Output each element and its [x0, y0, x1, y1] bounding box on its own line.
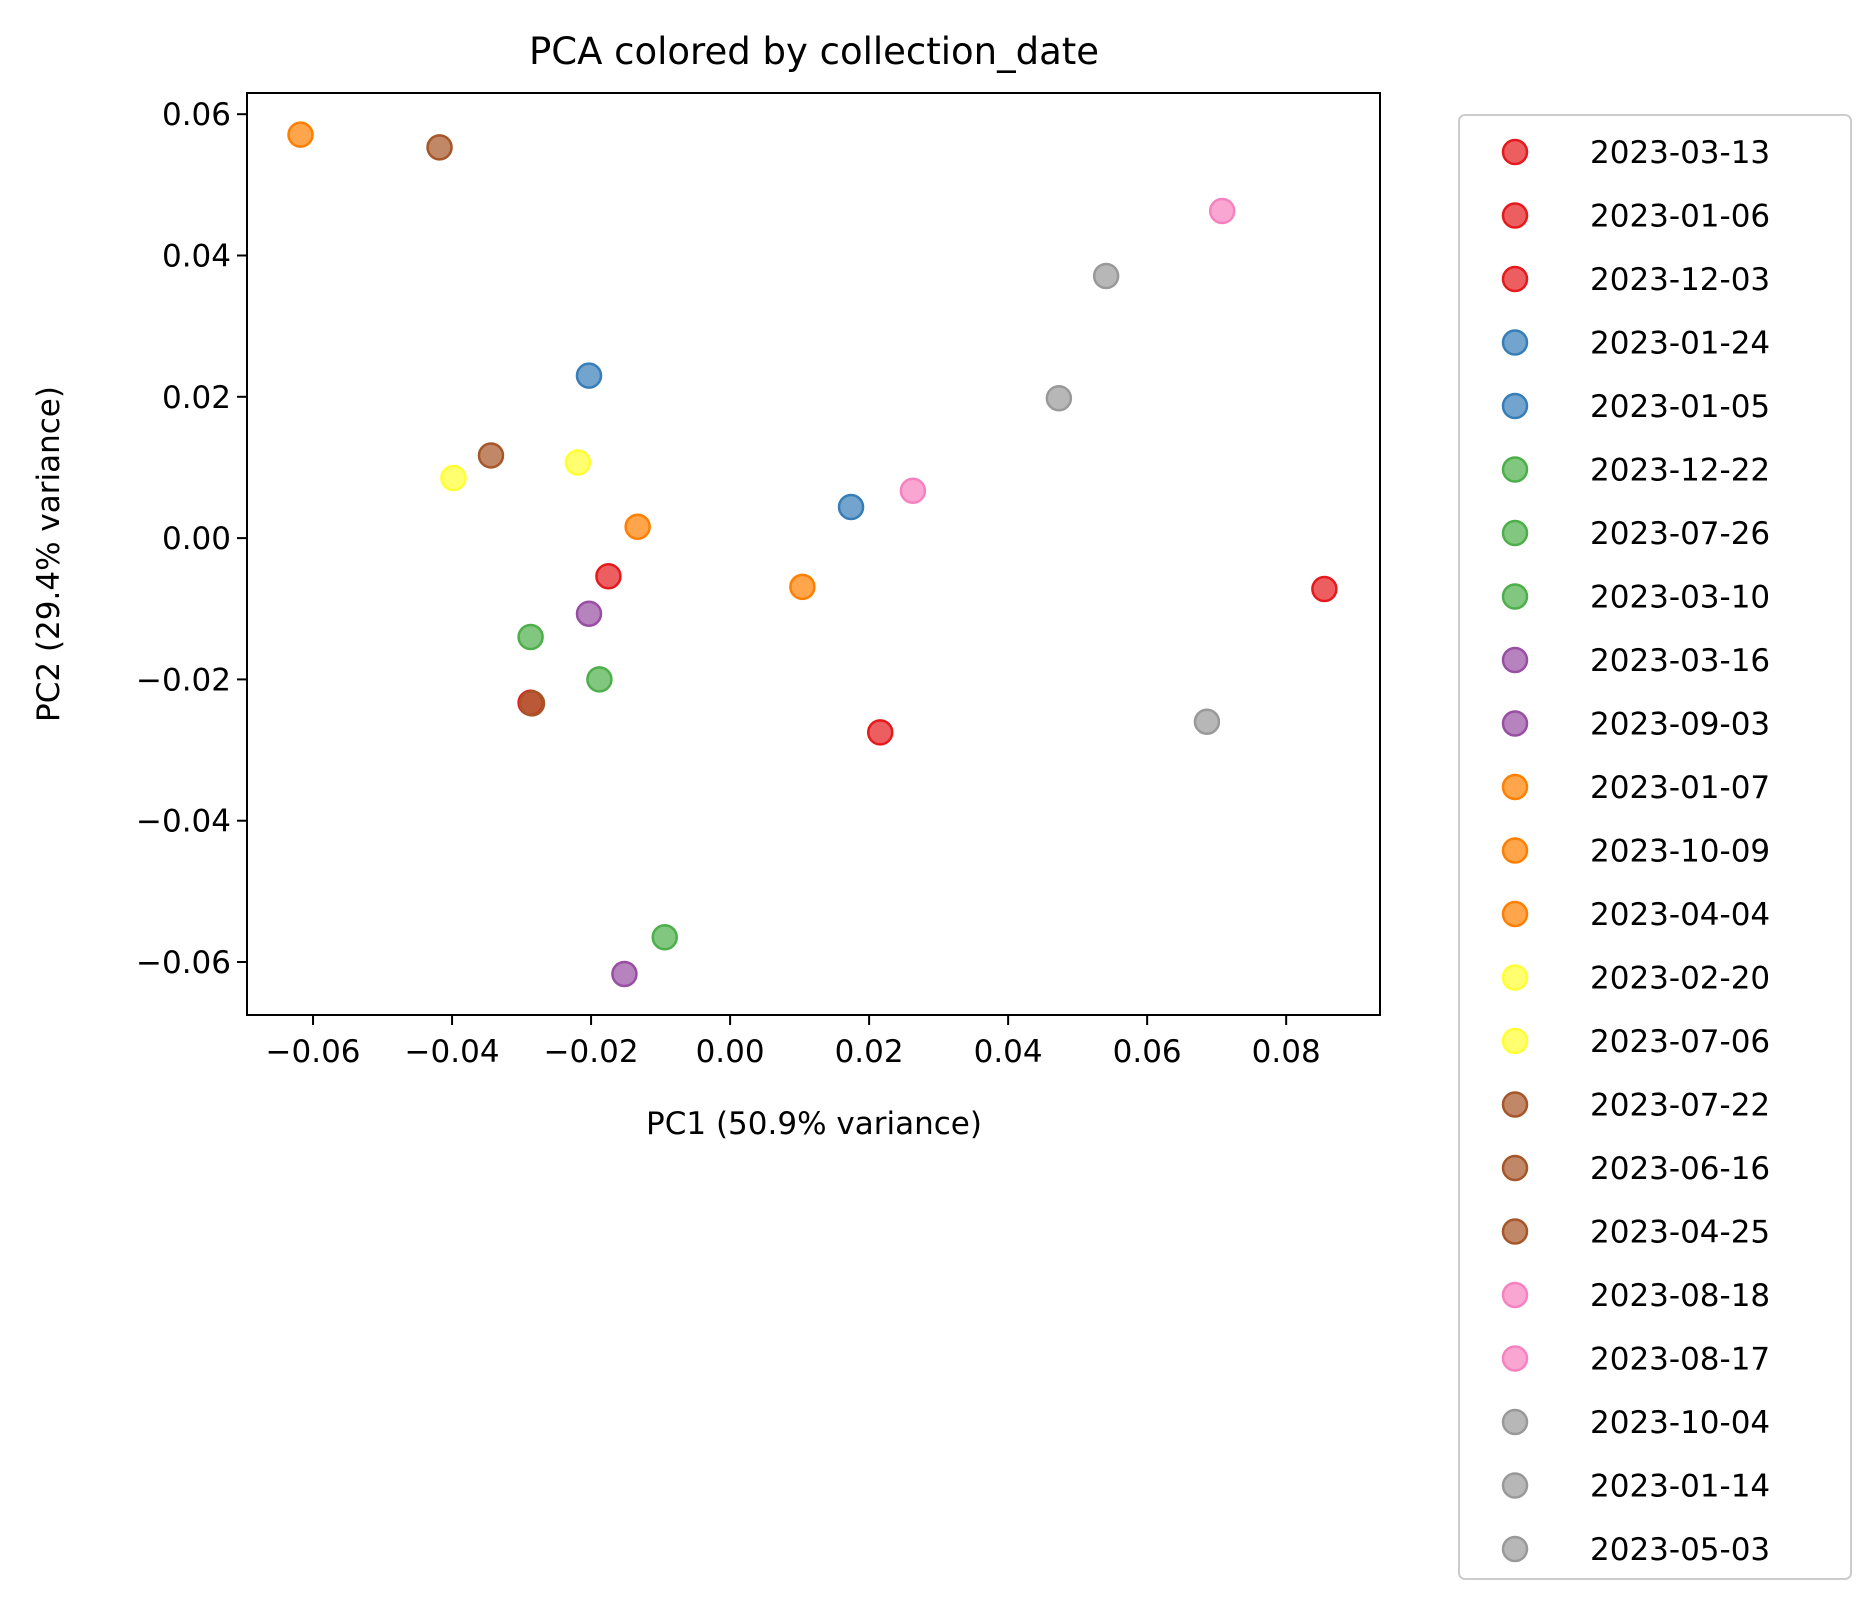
scatter-point [575, 362, 603, 389]
legend-marker [1501, 1091, 1529, 1118]
legend-label: 2023-08-17 [1590, 1342, 1770, 1378]
scatter-point [595, 563, 622, 590]
x-axis-ticks: −0.06 −0.04 −0.02 0.00 0.02 0.04 0.06 0.08 [266, 1015, 1321, 1070]
legend-label: 2023-07-06 [1590, 1024, 1770, 1060]
scatter-point [611, 960, 638, 988]
legend-marker [1501, 583, 1529, 610]
legend-label: 2023-01-14 [1590, 1469, 1770, 1505]
x-tick-label: 0.06 [1113, 1034, 1182, 1070]
scatter-point [651, 924, 679, 951]
plot-frame [246, 92, 1381, 1016]
scatter-point [440, 464, 467, 492]
x-tick-label: 0.02 [835, 1034, 904, 1070]
legend-label: 2023-06-16 [1590, 1151, 1770, 1187]
scatter-point [1045, 384, 1073, 412]
scatter-point [518, 690, 546, 717]
y-axis-ticks: −0.06 −0.04 −0.02 0.00 0.02 0.04 0.06 [136, 97, 247, 981]
legend-marker [1501, 964, 1529, 991]
legend-marker [1501, 773, 1529, 801]
legend-marker [1501, 1345, 1529, 1372]
y-tick-label: 0.04 [162, 238, 231, 274]
legend-marker [1501, 1218, 1529, 1245]
scatter-point [1208, 197, 1236, 225]
legend-marker [1501, 138, 1529, 166]
legend-frame [1458, 114, 1852, 1580]
legend: 2023-03-13 2023-01-06 2023-12-03 2023-01-24… [1501, 135, 1770, 1568]
legend-marker [1501, 900, 1529, 928]
legend-marker [1501, 1154, 1529, 1182]
legend-marker [1501, 1535, 1529, 1563]
x-tick-label: −0.04 [405, 1034, 500, 1070]
scatter-point [789, 573, 816, 601]
y-tick-label: 0.00 [162, 521, 231, 557]
legend-marker [1501, 1281, 1529, 1309]
legend-marker [1501, 1027, 1529, 1055]
scatter-point [1193, 708, 1221, 736]
scatter-point [837, 493, 865, 521]
legend-label: 2023-07-22 [1590, 1088, 1770, 1124]
y-tick-label: −0.04 [136, 804, 231, 840]
chart-title: PCA colored by collection_date [529, 30, 1099, 73]
legend-marker [1501, 456, 1529, 483]
legend-label: 2023-01-24 [1590, 326, 1770, 362]
legend-marker [1501, 329, 1529, 356]
legend-label: 2023-01-07 [1590, 770, 1770, 806]
x-tick-label: 0.08 [1252, 1034, 1321, 1070]
scatter-point [899, 477, 927, 505]
scatter-point [287, 121, 314, 148]
y-tick-label: −0.02 [136, 662, 231, 698]
scatter-point [564, 449, 592, 476]
scatter-point [1311, 575, 1338, 603]
y-tick-label: 0.06 [162, 97, 231, 133]
scatter-point [517, 623, 544, 651]
legend-label: 2023-01-05 [1590, 389, 1770, 425]
x-tick-label: 0.04 [974, 1034, 1043, 1070]
legend-label: 2023-08-18 [1590, 1278, 1770, 1314]
scatter-point [1092, 262, 1120, 290]
y-tick-label: −0.06 [136, 945, 231, 981]
legend-marker [1501, 392, 1529, 420]
y-axis-label: PC2 (29.4% variance) [31, 386, 67, 722]
y-tick-label: 0.02 [162, 380, 231, 416]
scatter-point [586, 666, 613, 693]
x-axis-label: PC1 (50.9% variance) [646, 1106, 982, 1142]
legend-marker [1501, 837, 1529, 864]
x-tick-label: −0.02 [544, 1034, 639, 1070]
legend-marker [1501, 1408, 1529, 1436]
legend-label: 2023-12-22 [1590, 453, 1770, 489]
legend-marker [1501, 202, 1529, 229]
scatter-points [287, 121, 1338, 988]
scatter-point [575, 600, 603, 627]
legend-label: 2023-02-20 [1590, 961, 1770, 997]
legend-label: 2023-12-03 [1590, 262, 1770, 298]
scatter-point [426, 134, 453, 161]
legend-label: 2023-10-04 [1590, 1405, 1770, 1441]
legend-label: 2023-07-26 [1590, 516, 1770, 552]
x-tick-label: 0.00 [696, 1034, 765, 1070]
legend-marker [1501, 1472, 1529, 1499]
legend-label: 2023-03-10 [1590, 580, 1770, 616]
legend-label: 2023-03-16 [1590, 643, 1770, 679]
scatter-point [477, 442, 505, 469]
legend-label: 2023-04-04 [1590, 897, 1770, 933]
legend-marker [1501, 519, 1529, 547]
legend-label: 2023-01-06 [1590, 199, 1770, 235]
legend-label: 2023-03-13 [1590, 135, 1770, 171]
legend-label: 2023-05-03 [1590, 1532, 1770, 1568]
scatter-point [624, 513, 651, 541]
scatter-point [866, 719, 894, 746]
legend-marker [1501, 265, 1529, 293]
legend-label: 2023-04-25 [1590, 1215, 1770, 1251]
legend-label: 2023-09-03 [1590, 707, 1770, 743]
legend-marker [1501, 710, 1529, 737]
legend-label: 2023-10-09 [1590, 834, 1770, 870]
legend-marker [1501, 646, 1529, 674]
x-tick-label: −0.06 [266, 1034, 361, 1070]
